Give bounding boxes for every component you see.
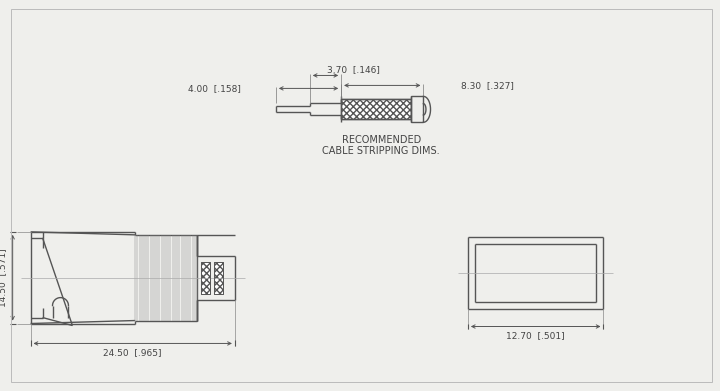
Bar xyxy=(214,262,223,294)
Bar xyxy=(411,96,423,122)
Bar xyxy=(201,262,210,294)
Text: CABLE STRIPPING DIMS.: CABLE STRIPPING DIMS. xyxy=(323,146,440,156)
Text: 12.70  [.501]: 12.70 [.501] xyxy=(506,331,565,340)
Bar xyxy=(201,262,210,294)
Text: RECOMMENDED: RECOMMENDED xyxy=(342,135,421,145)
Text: 14.50  [.571]: 14.50 [.571] xyxy=(0,248,7,307)
Text: 24.50  [.965]: 24.50 [.965] xyxy=(104,348,162,357)
Text: 3.70  [.146]: 3.70 [.146] xyxy=(327,65,380,74)
Text: 4.00  [.158]: 4.00 [.158] xyxy=(188,84,241,93)
Bar xyxy=(341,99,411,119)
Bar xyxy=(341,99,411,119)
Bar xyxy=(214,262,223,294)
Text: 8.30  [.327]: 8.30 [.327] xyxy=(462,81,514,90)
